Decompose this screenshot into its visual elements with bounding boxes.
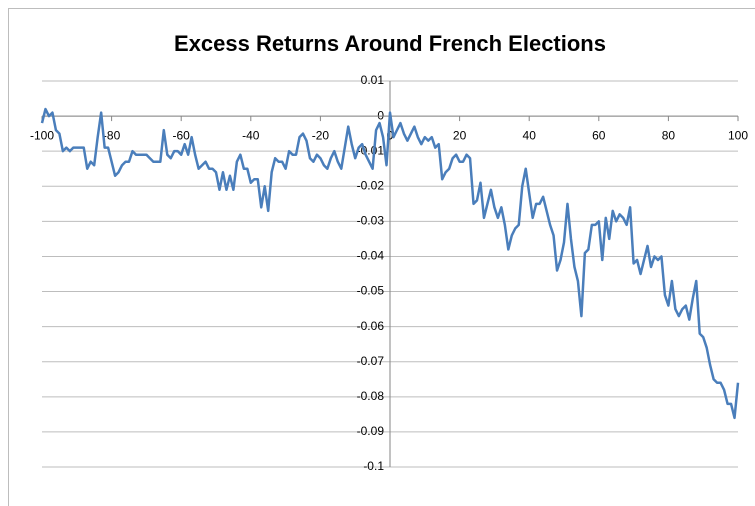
x-tick-label: 0 — [387, 128, 394, 142]
x-tick-label: 100 — [728, 128, 748, 142]
y-tick-label: 0 — [377, 108, 384, 122]
y-tick-label: -0.05 — [357, 284, 385, 298]
x-tick-label: -60 — [173, 128, 191, 142]
y-tick-label: -0.03 — [357, 214, 385, 228]
y-tick-label: -0.09 — [357, 424, 385, 438]
x-tick-label: -40 — [242, 128, 260, 142]
data-line — [40, 107, 740, 420]
x-tick-label: 20 — [453, 128, 467, 142]
x-tick-label: -20 — [312, 128, 330, 142]
x-tick-label: -80 — [103, 128, 121, 142]
y-tick-label: 0.01 — [361, 73, 385, 87]
x-tick-label: 60 — [592, 128, 606, 142]
y-tick-label: -0.06 — [357, 319, 385, 333]
y-tick-label: -0.02 — [357, 178, 385, 192]
y-tick-label: -0.04 — [357, 249, 385, 263]
x-tick-label: -100 — [30, 128, 54, 142]
x-tick-label: 80 — [662, 128, 676, 142]
x-tick-label: 40 — [523, 128, 537, 142]
y-tick-label: -0.07 — [357, 354, 385, 368]
y-tick-label: -0.08 — [357, 389, 385, 403]
y-tick-label: -0.1 — [363, 459, 384, 473]
chart-title: Excess Returns Around French Elections — [174, 31, 606, 56]
